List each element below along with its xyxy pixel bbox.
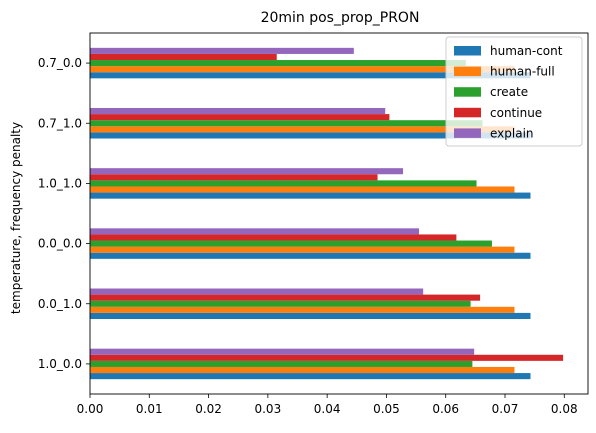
- bar-human-cont-0.0_0.0: [90, 252, 531, 259]
- bar-explain-1.0_1.0: [90, 168, 404, 175]
- bar-continue-0.7_0.0: [90, 53, 277, 61]
- bar-create-1.0_0.0: [90, 360, 473, 367]
- bar-continue-0.7_1.0: [90, 114, 390, 121]
- x-tick-label: 0.01: [136, 402, 163, 416]
- legend-swatch-create: [454, 87, 481, 97]
- bar-create-0.7_1.0: [90, 120, 483, 127]
- bar-human-full-0.0_0.0: [90, 246, 515, 253]
- bar-continue-1.0_0.0: [90, 354, 564, 361]
- y-tick-label: 0.0_0.0: [38, 237, 82, 251]
- bar-continue-1.0_1.0: [90, 174, 378, 181]
- chart-title: 20min pos_prop_PRON: [261, 10, 420, 26]
- bar-human-cont-0.7_1.0: [90, 132, 531, 139]
- legend-swatch-human-full: [454, 66, 481, 77]
- bar-explain-0.7_0.0: [90, 47, 354, 54]
- x-tick-label: 0.00: [77, 402, 104, 416]
- bar-continue-0.0_1.0: [90, 294, 481, 301]
- x-tick-label: 0.05: [373, 402, 400, 416]
- legend-box: [445, 36, 583, 147]
- bar-explain-0.0_0.0: [90, 228, 420, 235]
- legend: human-cont human-full create continue explai…: [445, 36, 583, 147]
- y-tick-label: 0.0_1.0: [38, 297, 82, 311]
- bar-human-cont-1.0_1.0: [90, 192, 531, 199]
- bar-create-0.0_1.0: [90, 300, 471, 307]
- plot-frame: [89, 32, 589, 395]
- y-tick-label: 0.7_1.0: [38, 116, 82, 130]
- y-tick-label: 1.0_0.0: [38, 357, 82, 371]
- bar-create-1.0_1.0: [90, 180, 477, 187]
- bar-human-cont-0.0_1.0: [90, 312, 531, 319]
- legend-label-explain: explain: [490, 126, 534, 140]
- y-axis: 1.0_0.0 0.0_1.0 0.0_0.0 1.0_1.0 0.7_1.0 0.7_0…: [38, 56, 90, 371]
- bar-continue-0.0_0.0: [90, 234, 457, 241]
- legend-swatch-continue: [454, 107, 481, 118]
- y-axis-label: temperature, frequency penalty: [9, 122, 23, 314]
- y-tick-label: 0.7_0.0: [38, 56, 82, 70]
- x-tick-label: 0.08: [551, 402, 578, 416]
- bar-human-full-1.0_0.0: [90, 366, 515, 374]
- legend-swatch-human-cont: [454, 46, 481, 56]
- x-axis: 0.00 0.01 0.02 0.03 0.04 0.05 0.06 0.07 0.08: [77, 394, 578, 416]
- bar-human-full-0.0_1.0: [90, 306, 515, 313]
- legend-label-continue: continue: [490, 106, 542, 120]
- bar-human-full-1.0_1.0: [90, 186, 515, 193]
- legend-label-create: create: [490, 85, 528, 99]
- x-tick-label: 0.02: [195, 402, 222, 416]
- bar-human-cont-1.0_0.0: [90, 373, 531, 380]
- legend-label-human-full: human-full: [490, 65, 555, 79]
- legend-swatch-explain: [454, 128, 481, 138]
- bar-explain-0.0_1.0: [90, 288, 424, 295]
- legend-label-human-cont: human-cont: [490, 44, 563, 58]
- x-tick-label: 0.07: [492, 402, 519, 416]
- bar-human-full-0.7_0.0: [90, 66, 515, 73]
- bar-create-0.0_0.0: [90, 240, 492, 247]
- bar-explain-1.0_0.0: [90, 348, 475, 355]
- bar-human-cont-0.7_0.0: [90, 72, 531, 79]
- bar-human-full-0.7_1.0: [90, 126, 515, 133]
- x-tick-label: 0.03: [254, 402, 281, 416]
- y-tick-label: 1.0_1.0: [38, 176, 82, 190]
- bars-group: [90, 47, 564, 380]
- x-tick-label: 0.06: [432, 402, 459, 416]
- bar-explain-0.7_1.0: [90, 108, 386, 115]
- bar-create-0.7_0.0: [90, 60, 466, 67]
- x-tick-label: 0.04: [314, 402, 341, 416]
